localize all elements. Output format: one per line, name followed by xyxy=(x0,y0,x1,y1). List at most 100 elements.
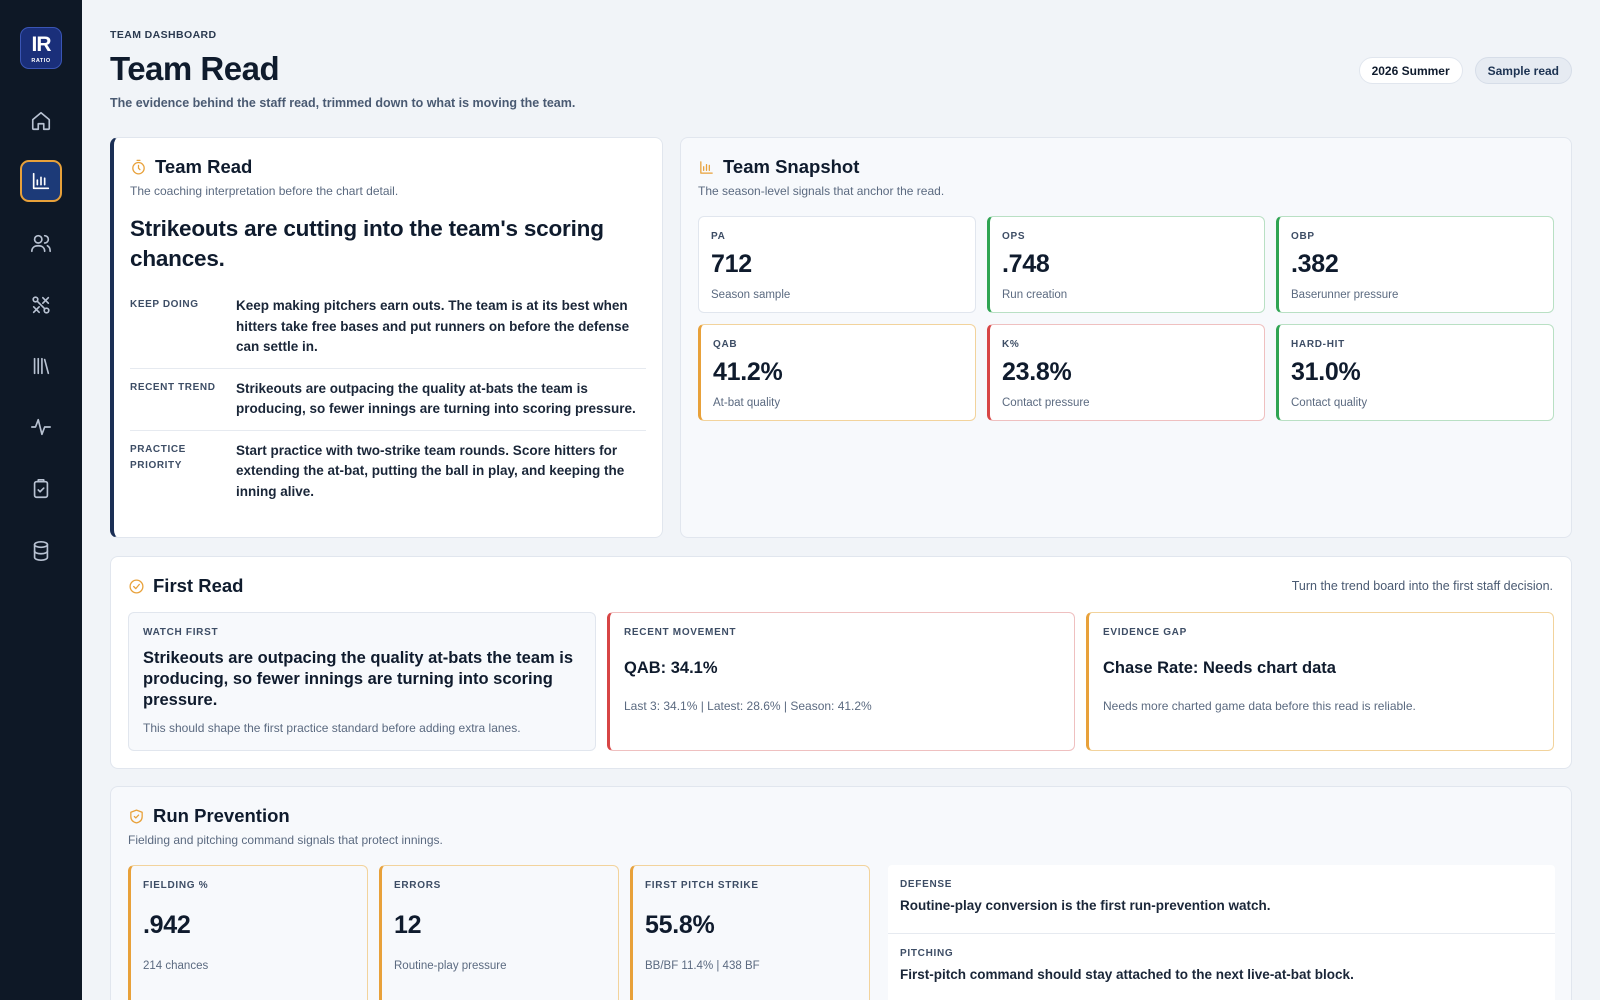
home-icon xyxy=(31,111,51,131)
snapshot-stat-grid: PA 712 Season sample OPS .748 Run creati… xyxy=(698,216,1554,421)
stat-label: PA xyxy=(711,231,726,242)
note-text: Routine-play conversion is the first run… xyxy=(900,898,1271,913)
read-row-label: PRACTICE PRIORITY xyxy=(130,443,186,471)
page-eyebrow: TEAM DASHBOARD xyxy=(110,29,217,41)
sidebar-item-players[interactable] xyxy=(20,222,62,264)
logo-subtext: RATIO xyxy=(31,58,51,64)
stat-card-pa[interactable]: PA 712 Season sample xyxy=(698,216,976,313)
first-read-card: First Read Turn the trend board into the… xyxy=(110,556,1572,769)
clipboard-icon xyxy=(33,479,49,499)
watch-first-label: WATCH FIRST xyxy=(143,627,219,638)
stat-value: 712 xyxy=(711,250,752,278)
stat-note: BB/BF 11.4% | 438 BF xyxy=(645,960,760,972)
team-read-subtitle: The coaching interpretation before the c… xyxy=(130,184,399,198)
watch-first-box[interactable]: WATCH FIRST Strikeouts are outpacing the… xyxy=(128,612,596,751)
stat-card-k-rate[interactable]: K% 23.8% Contact pressure xyxy=(987,324,1265,421)
read-row-recent-trend: RECENT TREND Strikeouts are outpacing th… xyxy=(130,369,646,431)
page-subtitle: The evidence behind the staff read, trim… xyxy=(110,96,576,110)
sidebar-item-home[interactable] xyxy=(20,100,62,142)
stat-value: 23.8% xyxy=(1002,358,1072,386)
recent-movement-box[interactable]: RECENT MOVEMENT QAB: 34.1% Last 3: 34.1%… xyxy=(607,612,1075,751)
stat-note: 214 chances xyxy=(143,960,209,972)
evidence-gap-box[interactable]: EVIDENCE GAP Chase Rate: Needs chart dat… xyxy=(1086,612,1554,751)
library-icon xyxy=(33,357,50,375)
stat-card-fielding-pct[interactable]: FIELDING % .942 214 chances xyxy=(128,865,368,1000)
note-label: DEFENSE xyxy=(900,879,953,890)
sidebar-item-practice[interactable] xyxy=(20,468,62,510)
read-row-text: Strikeouts are outpacing the quality at-… xyxy=(236,380,636,417)
stat-card-ops[interactable]: OPS .748 Run creation xyxy=(987,216,1265,313)
stopwatch-icon xyxy=(132,159,145,175)
read-row-label: KEEP DOING xyxy=(130,299,199,310)
team-snapshot-header: Team Snapshot xyxy=(698,156,1554,178)
watch-first-note: This should shape the first practice sta… xyxy=(143,721,521,735)
first-read-side-note: Turn the trend board into the first staf… xyxy=(1291,579,1553,593)
stat-label: FIRST PITCH STRIKE xyxy=(645,880,759,891)
stat-value: 12 xyxy=(394,911,422,939)
season-chip[interactable]: 2026 Summer xyxy=(1358,57,1463,84)
stat-note: Routine-play pressure xyxy=(394,960,507,972)
recent-movement-title: QAB: 34.1% xyxy=(624,659,718,677)
team-snapshot-title: Team Snapshot xyxy=(723,156,860,177)
stat-value: 41.2% xyxy=(713,358,783,386)
stat-note: Baserunner pressure xyxy=(1291,289,1399,301)
stat-value: .748 xyxy=(1002,250,1050,278)
logo-text: IR xyxy=(31,33,52,56)
note-row-defense: DEFENSE Routine-play conversion is the f… xyxy=(888,865,1555,934)
users-icon xyxy=(31,234,51,253)
database-icon xyxy=(33,541,49,561)
team-snapshot-subtitle: The season-level signals that anchor the… xyxy=(698,184,945,198)
sidebar-item-trends[interactable] xyxy=(20,406,62,448)
team-read-headline: Strikeouts are cutting into the team's s… xyxy=(130,216,604,271)
read-row-label: RECENT TREND xyxy=(130,381,216,393)
note-label: PITCHING xyxy=(900,948,954,959)
app-logo[interactable]: IR RATIO xyxy=(20,27,62,69)
stat-card-obp[interactable]: OBP .382 Baserunner pressure xyxy=(1276,216,1554,313)
team-read-title: Team Read xyxy=(155,156,253,177)
read-row-practice-priority: PRACTICE PRIORITY Start practice with tw… xyxy=(130,431,646,513)
team-snapshot-card: Team Snapshot The season-level signals t… xyxy=(680,137,1572,538)
sidebar-item-strategy[interactable] xyxy=(20,284,62,326)
stat-note: Season sample xyxy=(711,289,791,301)
sidebar-item-team-dashboard[interactable] xyxy=(20,160,62,202)
stat-value: .382 xyxy=(1291,250,1339,278)
stat-card-hard-hit[interactable]: HARD-HIT 31.0% Contact quality xyxy=(1276,324,1554,421)
stat-note: Contact pressure xyxy=(1002,397,1090,409)
stat-note: Run creation xyxy=(1002,289,1068,301)
stat-value: 31.0% xyxy=(1291,358,1361,386)
stat-label: FIELDING % xyxy=(143,880,209,891)
stat-label: ERRORS xyxy=(394,880,441,891)
first-read-title: First Read xyxy=(153,575,244,596)
team-read-card: Team Read The coaching interpretation be… xyxy=(110,137,663,538)
stat-card-errors[interactable]: ERRORS 12 Routine-play pressure xyxy=(379,865,619,1000)
stat-card-first-pitch-strike[interactable]: FIRST PITCH STRIKE 55.8% BB/BF 11.4% | 4… xyxy=(630,865,870,1000)
note-row-pitching: PITCHING First-pitch command should stay… xyxy=(888,934,1555,1000)
recent-movement-note: Last 3: 34.1% | Latest: 28.6% | Season: … xyxy=(624,699,872,713)
stat-label: OBP xyxy=(1291,231,1315,242)
run-prevention-header: Run Prevention xyxy=(128,805,1554,827)
stat-label: QAB xyxy=(713,339,738,350)
strategy-icon xyxy=(32,296,50,314)
first-read-header: First Read xyxy=(128,575,1554,597)
bar-chart-icon xyxy=(32,172,50,190)
stat-note: Contact quality xyxy=(1291,397,1368,409)
stat-value: .942 xyxy=(143,911,191,939)
sidebar-item-data[interactable] xyxy=(20,530,62,572)
run-prevention-notes: DEFENSE Routine-play conversion is the f… xyxy=(888,865,1555,1000)
stat-card-qab[interactable]: QAB 41.2% At-bat quality xyxy=(698,324,976,421)
sample-read-chip[interactable]: Sample read xyxy=(1474,57,1572,84)
read-row-text: Keep making pitchers earn outs. The team… xyxy=(236,298,630,354)
check-circle-icon xyxy=(129,578,144,594)
activity-icon xyxy=(31,418,51,436)
bar-chart-icon xyxy=(700,160,713,174)
evidence-gap-label: EVIDENCE GAP xyxy=(1103,627,1187,638)
run-prevention-stat-grid: FIELDING % .942 214 chances ERRORS 12 Ro… xyxy=(128,865,870,1000)
read-row-text: Start practice with two-strike team roun… xyxy=(236,442,625,499)
sidebar-item-library[interactable] xyxy=(20,345,62,387)
recent-movement-label: RECENT MOVEMENT xyxy=(624,627,737,638)
stat-label: HARD-HIT xyxy=(1291,339,1345,350)
first-read-grid: WATCH FIRST Strikeouts are outpacing the… xyxy=(128,612,1554,751)
header-chips: 2026 Summer Sample read xyxy=(1358,57,1572,84)
run-prevention-title: Run Prevention xyxy=(153,805,290,826)
stat-value: 55.8% xyxy=(645,911,715,939)
